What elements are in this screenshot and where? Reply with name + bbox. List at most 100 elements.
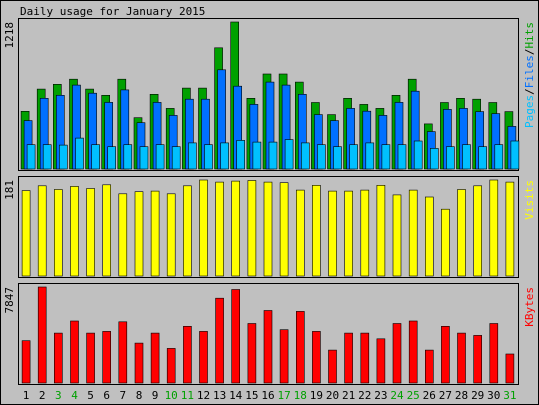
x-tick-label-2: 2 bbox=[39, 389, 46, 402]
bar-kbytes-21 bbox=[344, 332, 353, 384]
bar-pages-10 bbox=[171, 146, 181, 170]
bar-pages-25 bbox=[413, 140, 423, 170]
x-tick-label-12: 12 bbox=[197, 389, 210, 402]
x-tick-label-27: 27 bbox=[439, 389, 452, 402]
bar-pages-23 bbox=[381, 144, 391, 170]
bar-visits-11 bbox=[183, 185, 192, 277]
legend-item-hits-1: / bbox=[523, 88, 536, 95]
bar-pages-22 bbox=[365, 142, 375, 170]
panel-kbytes: 7847 KBytes bbox=[3, 283, 536, 385]
bar-visits-24 bbox=[392, 194, 402, 277]
y-max-label-visits: 181 bbox=[3, 180, 16, 200]
bar-pages-1 bbox=[26, 144, 36, 170]
bar-kbytes-19 bbox=[312, 331, 321, 384]
series-kbytes bbox=[21, 286, 515, 384]
panel-frame-kbytes bbox=[18, 283, 519, 385]
bar-kbytes-12 bbox=[199, 331, 208, 384]
bar-kbytes-11 bbox=[183, 325, 192, 384]
x-tick-label-26: 26 bbox=[423, 389, 436, 402]
bar-kbytes-29 bbox=[473, 335, 483, 384]
bar-visits-10 bbox=[166, 193, 176, 277]
x-tick-label-31: 31 bbox=[503, 389, 516, 402]
legend-hits: Pages/Files/Hits bbox=[523, 22, 536, 128]
x-tick-label-7: 7 bbox=[119, 389, 126, 402]
bar-pages-20 bbox=[333, 146, 342, 170]
bar-pages-6 bbox=[107, 146, 116, 170]
bar-pages-8 bbox=[139, 146, 149, 170]
bar-visits-12 bbox=[199, 179, 208, 277]
x-tick-label-18: 18 bbox=[294, 389, 307, 402]
bar-pages-11 bbox=[188, 142, 197, 170]
bar-pages-29 bbox=[478, 146, 488, 170]
x-tick-label-22: 22 bbox=[358, 389, 371, 402]
bar-visits-31 bbox=[505, 181, 515, 277]
legend-item-visits-0: Visits bbox=[523, 180, 536, 220]
bar-visits-17 bbox=[279, 182, 289, 277]
x-axis-day-labels: 1 2 3 4 5 6 7 8 9 10 11 12 13 14 15 16 17 18 19 20 21 22 23 24 2… bbox=[23, 389, 517, 402]
y-max-label-kbytes: 7847 bbox=[3, 287, 16, 314]
x-tick-label-25: 25 bbox=[407, 389, 420, 402]
legend-visits: Visits bbox=[523, 180, 536, 220]
bar-kbytes-10 bbox=[166, 348, 176, 384]
bar-pages-21 bbox=[349, 144, 358, 170]
bar-pages-24 bbox=[397, 144, 407, 170]
x-tick-label-11: 11 bbox=[181, 389, 194, 402]
x-tick-label-1: 1 bbox=[23, 389, 30, 402]
x-tick-label-23: 23 bbox=[374, 389, 387, 402]
panel-frame-hits bbox=[18, 18, 519, 171]
bar-visits-22 bbox=[360, 189, 370, 277]
bar-visits-13 bbox=[215, 181, 224, 277]
bar-visits-14 bbox=[231, 180, 240, 277]
x-tick-label-13: 13 bbox=[213, 389, 226, 402]
panel-visits: 181 Visits bbox=[3, 176, 536, 278]
x-tick-label-17: 17 bbox=[277, 389, 290, 402]
bar-visits-30 bbox=[489, 179, 499, 277]
bar-kbytes-22 bbox=[360, 332, 370, 384]
bar-visits-25 bbox=[408, 189, 418, 277]
bar-kbytes-26 bbox=[424, 349, 434, 384]
bar-visits-4 bbox=[70, 186, 79, 277]
bar-kbytes-5 bbox=[86, 332, 95, 384]
bar-kbytes-27 bbox=[441, 325, 450, 384]
bar-pages-17 bbox=[284, 139, 294, 170]
bar-visits-3 bbox=[53, 189, 63, 277]
legend-item-hits-3: / bbox=[523, 49, 536, 56]
bar-kbytes-18 bbox=[295, 311, 305, 384]
bar-visits-20 bbox=[328, 190, 337, 277]
bar-pages-31 bbox=[510, 140, 520, 170]
x-tick-label-16: 16 bbox=[261, 389, 274, 402]
bar-pages-26 bbox=[429, 148, 439, 170]
bar-kbytes-31 bbox=[505, 353, 515, 384]
bar-visits-7 bbox=[118, 193, 128, 277]
chart-panels: 1218 Pages/Files/Hits 181 Visits 7847 KBytes bbox=[3, 18, 536, 385]
bar-visits-26 bbox=[424, 196, 434, 277]
bar-kbytes-28 bbox=[457, 332, 466, 384]
x-tick-label-8: 8 bbox=[136, 389, 143, 402]
bar-kbytes-13 bbox=[215, 297, 224, 384]
bar-pages-15 bbox=[252, 141, 262, 170]
x-tick-label-29: 29 bbox=[471, 389, 484, 402]
panel-frame-visits bbox=[18, 176, 519, 278]
x-tick-label-24: 24 bbox=[390, 389, 404, 402]
bar-pages-14 bbox=[236, 140, 245, 170]
legend-item-kbytes-0: KBytes bbox=[523, 287, 536, 327]
bar-visits-8 bbox=[134, 191, 144, 277]
bar-kbytes-3 bbox=[53, 332, 63, 384]
bar-kbytes-17 bbox=[279, 329, 289, 384]
bar-visits-1 bbox=[21, 190, 31, 277]
legend-kbytes: KBytes bbox=[523, 287, 536, 327]
bar-pages-16 bbox=[268, 141, 278, 170]
bar-pages-5 bbox=[91, 144, 100, 170]
legend-item-hits-2: Files bbox=[523, 55, 536, 88]
bar-pages-9 bbox=[155, 144, 165, 170]
bar-kbytes-24 bbox=[392, 323, 402, 384]
bar-visits-16 bbox=[263, 181, 273, 277]
bar-pages-28 bbox=[462, 144, 471, 170]
bar-kbytes-30 bbox=[489, 323, 499, 384]
x-tick-label-9: 9 bbox=[152, 389, 159, 402]
bar-kbytes-23 bbox=[376, 338, 386, 384]
y-max-label-hits: 1218 bbox=[3, 22, 16, 49]
bar-kbytes-4 bbox=[70, 320, 79, 384]
bar-kbytes-16 bbox=[263, 310, 273, 384]
